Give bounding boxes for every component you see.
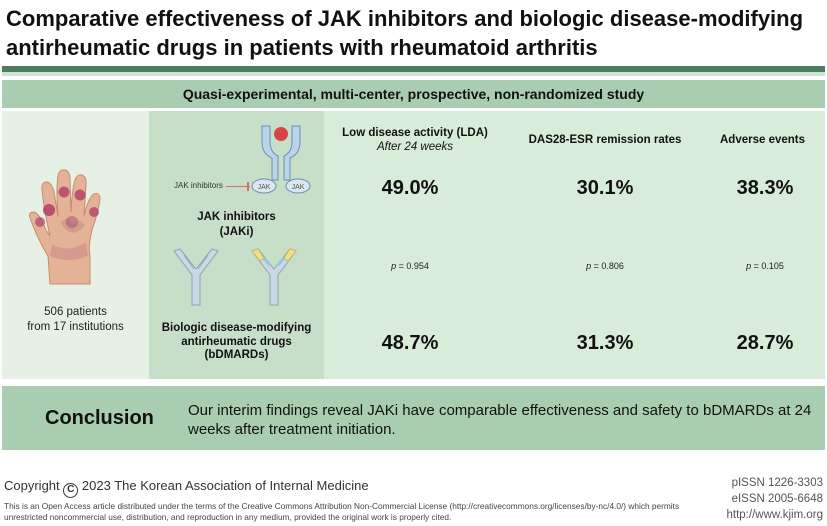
remission-bdmard-value: 31.3% [576,332,634,354]
p-symbol: p [746,261,752,271]
journal-url[interactable]: http://www.kjim.org [726,509,824,521]
copyright-line: Copyright C 2023 The Korean Association … [4,477,694,498]
lda-subheader-text: After 24 weeks [376,141,454,153]
p-symbol: p [586,261,592,271]
pissn: pISSN 1226-3303 [731,477,823,489]
adverse-p-value: p = 0.105 [685,261,827,271]
copyright-prefix: Copyright [4,478,60,493]
adverse-bdmard-value: 28.7% [736,332,794,354]
arthritic-hand-icon [29,169,101,285]
lda-jaki-value: 49.0% [381,177,439,199]
title-divider [2,66,825,72]
outcome-header-adverse: Adverse events [705,134,820,146]
antibody-icons [173,248,297,306]
lda-bdmard-value: 48.7% [381,332,439,354]
eissn: eISSN 2005-6648 [731,493,823,505]
infographic-title: Comparative effectiveness of JAK inhibit… [6,6,804,60]
title-divider-light [2,72,825,76]
patient-count: 506 patients from 17 institutions [2,305,149,335]
jak-left-label: JAK [258,184,271,191]
remission-p-text: = 0.806 [593,261,624,271]
copyright-owner: 2023 The Korean Association of Internal … [81,478,369,493]
inhibitor-arrow [226,186,250,188]
copyright-icon: C [63,483,79,498]
study-design-banner: Quasi-experimental, multi-center, prospe… [2,80,825,108]
adverse-header-text: Adverse events [719,134,806,146]
inhibitor-arrow-head [247,182,249,191]
journal-info: pISSN 1226-3303 eISSN 2005-6648 http://w… [727,475,824,523]
jak-right-label: JAK [292,184,305,191]
lda-p-text: = 0.954 [398,261,429,271]
patient-count-line1: 506 patients [44,306,107,318]
jak-inhibitors-pointer-label: JAK inhibitors [174,181,223,190]
footer-copyright-block: Copyright C 2023 The Korean Association … [4,477,694,523]
jaki-label-line2: (JAKi) [219,226,254,238]
conclusion-box: Conclusion Our interim findings reveal J… [2,386,825,450]
bdmard-label-line1: Biologic disease-modifying [161,322,312,334]
jaki-group-label: JAK inhibitors (JAKi) [149,210,324,240]
patient-count-line2: from 17 institutions [27,321,124,333]
bdmard-label-line3: (bDMARDs) [204,349,269,361]
jak-receptor-icon: JAK JAK [251,125,311,194]
outcomes-panel [324,111,825,379]
remission-jaki-value: 30.1% [576,177,634,199]
p-symbol: p [391,261,397,271]
adverse-jaki-value: 38.3% [736,177,794,199]
bdmard-group-label: Biologic disease-modifying antirheumatic… [149,322,324,363]
outcome-header-remission: DAS28-ESR remission rates [515,134,695,146]
remission-header-text: DAS28-ESR remission rates [528,134,682,146]
license-text: This is an Open Access article distribut… [4,501,680,522]
jaki-label-line1: JAK inhibitors [197,211,276,223]
conclusion-text: Our interim findings reveal JAKi have co… [188,402,812,438]
antibody-icon-plain [173,248,219,306]
lda-header-text: Low disease activity (LDA) [342,127,488,139]
lda-p-value: p = 0.954 [330,261,490,271]
outcome-header-lda: Low disease activity (LDA) After 24 week… [330,127,500,153]
remission-p-value: p = 0.806 [525,261,685,271]
adverse-p-text: = 0.105 [753,261,784,271]
conclusion-heading: Conclusion [45,407,154,429]
antibody-icon-colored [251,248,297,306]
bdmard-label-line2: antirheumatic drugs [181,335,292,348]
